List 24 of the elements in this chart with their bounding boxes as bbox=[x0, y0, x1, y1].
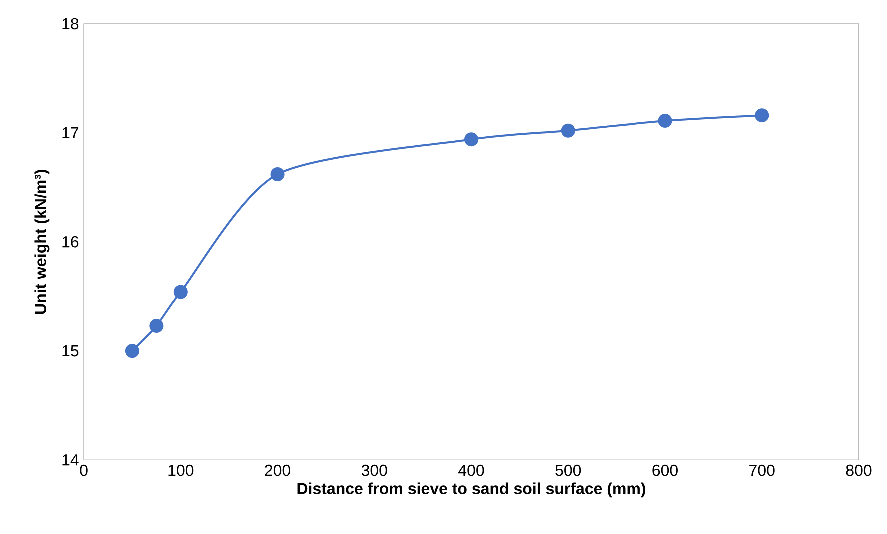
point bbox=[755, 108, 770, 123]
x-tick-label: 700 bbox=[750, 465, 775, 476]
x-tick-label: 200 bbox=[265, 465, 290, 476]
point bbox=[561, 124, 576, 138]
point bbox=[174, 285, 188, 300]
x-tick-label: 800 bbox=[846, 465, 872, 476]
point bbox=[270, 168, 285, 182]
x-tick-label: 400 bbox=[458, 465, 484, 476]
y-tick-label: 14 bbox=[62, 454, 79, 466]
point bbox=[150, 319, 164, 334]
y-axis-title: Unit weight (kN/m³) bbox=[34, 170, 50, 314]
y-tick-label: 16 bbox=[62, 236, 79, 248]
x-tick-label: 0 bbox=[80, 465, 88, 476]
y-tick-label: 17 bbox=[62, 128, 79, 139]
point bbox=[125, 344, 140, 358]
x-tick-label: 100 bbox=[168, 465, 194, 476]
x-tick-label: 300 bbox=[362, 465, 388, 476]
x-tick-label: 600 bbox=[652, 465, 678, 476]
x-axis-title: Distance from sieve to sand soil surface (mm) bbox=[298, 482, 646, 498]
x-tick-label: 500 bbox=[556, 465, 582, 476]
point bbox=[464, 132, 479, 147]
point bbox=[658, 114, 672, 128]
y-tick-label: 18 bbox=[62, 18, 79, 30]
y-tick-label: 15 bbox=[62, 346, 79, 357]
